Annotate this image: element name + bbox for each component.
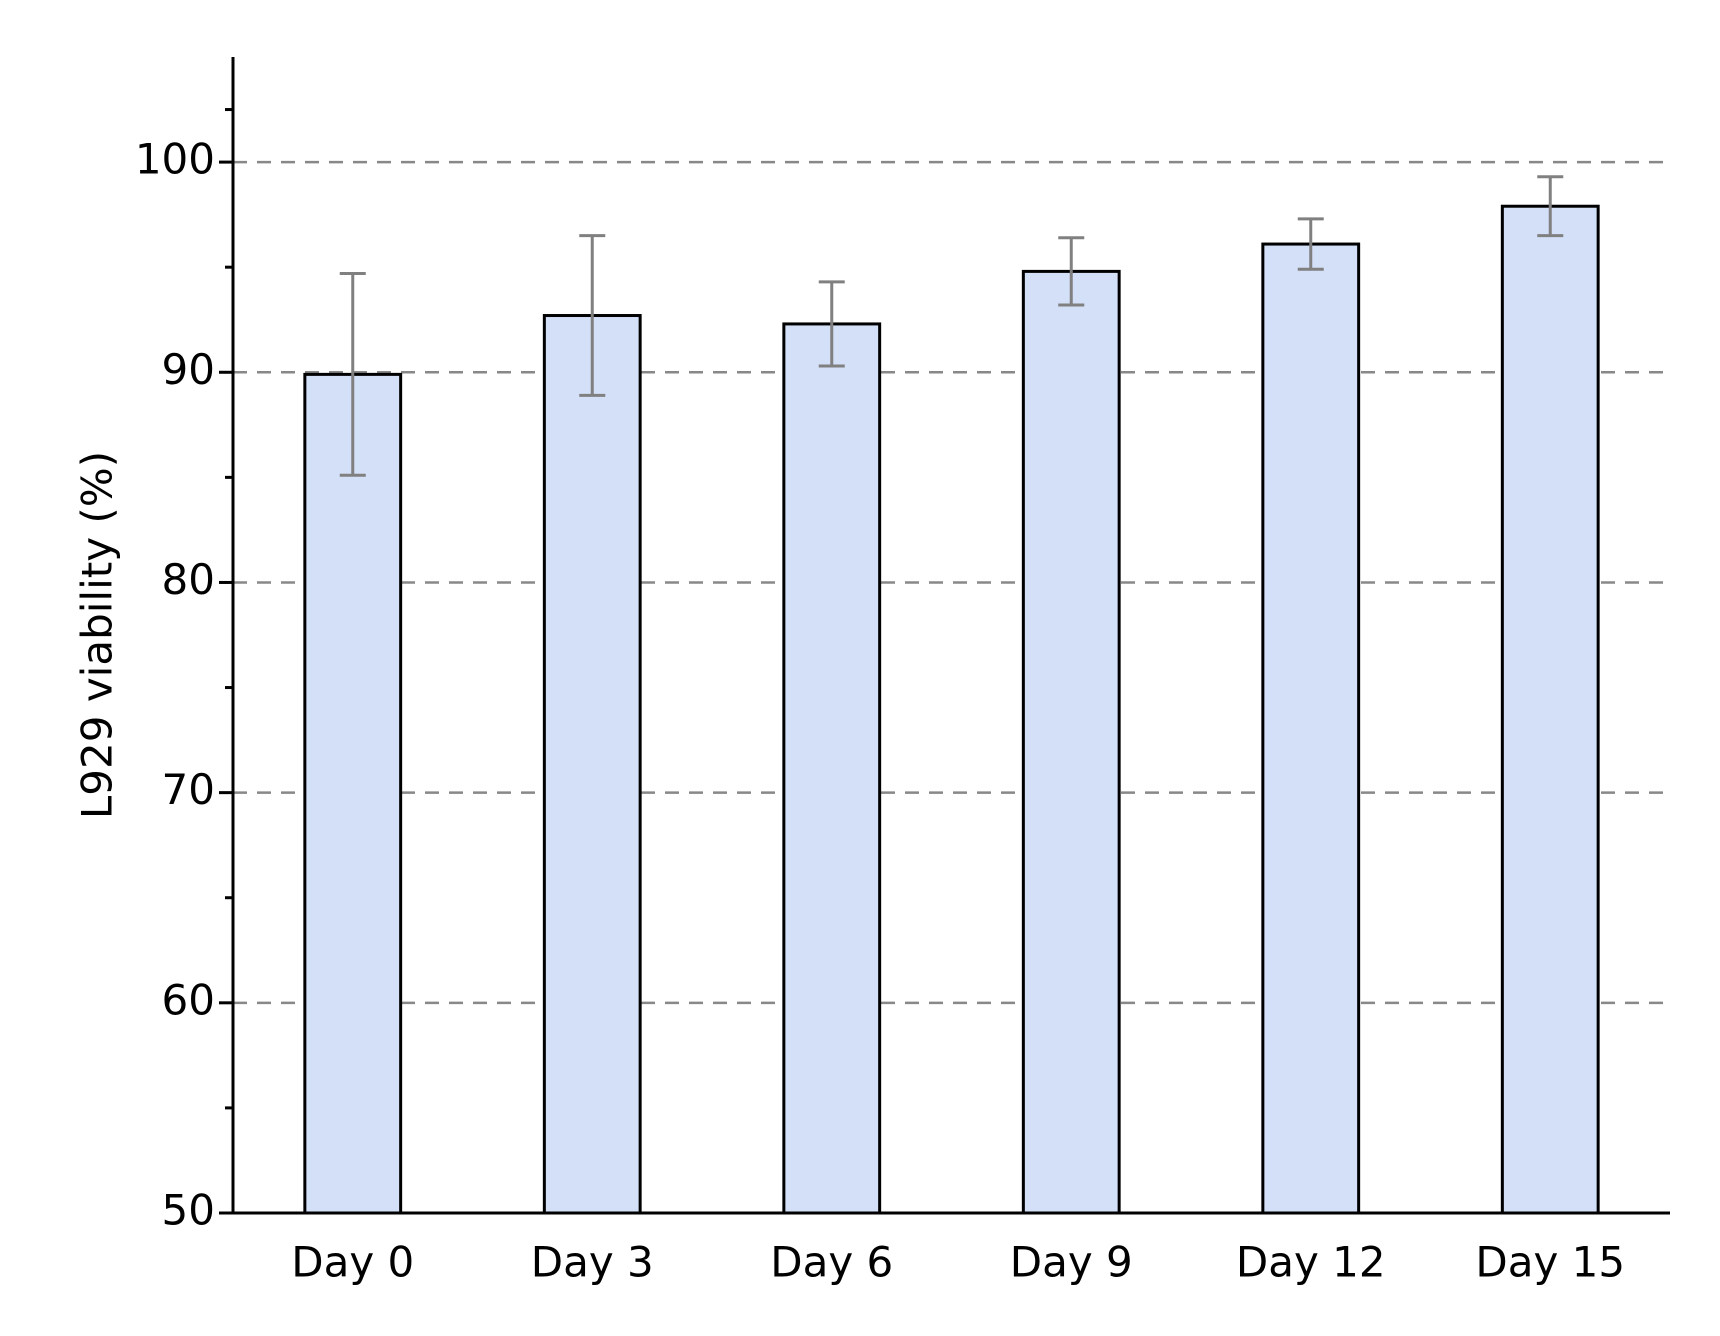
y-tick-label: 80 — [162, 555, 215, 604]
error-bar — [1058, 236, 1085, 307]
error-bar — [1297, 217, 1324, 271]
x-tick-label: Day 15 — [1475, 1238, 1625, 1287]
x-tick-label: Day 0 — [291, 1238, 414, 1287]
error-bar — [339, 271, 366, 477]
error-bar — [1537, 175, 1564, 238]
x-tick-label: Day 3 — [531, 1238, 654, 1287]
error-bar — [579, 234, 606, 397]
y-tick-label: 50 — [162, 1186, 215, 1235]
x-tick-label: Day 6 — [770, 1238, 893, 1287]
y-tick-label: 90 — [162, 345, 215, 394]
y-tick-label: 100 — [135, 135, 215, 184]
bar — [782, 322, 882, 1215]
bar — [1261, 242, 1361, 1215]
x-tick-label: Day 12 — [1236, 1238, 1386, 1287]
x-tick-label: Day 9 — [1010, 1238, 1133, 1287]
bar — [1500, 204, 1600, 1215]
y-tick-label: 60 — [162, 975, 215, 1024]
y-tick-label: 70 — [162, 765, 215, 814]
bar — [1021, 269, 1121, 1215]
y-axis-label: L929 viability (%) — [73, 451, 122, 819]
bar — [303, 372, 403, 1215]
error-bar — [818, 280, 845, 368]
bar — [542, 314, 642, 1215]
